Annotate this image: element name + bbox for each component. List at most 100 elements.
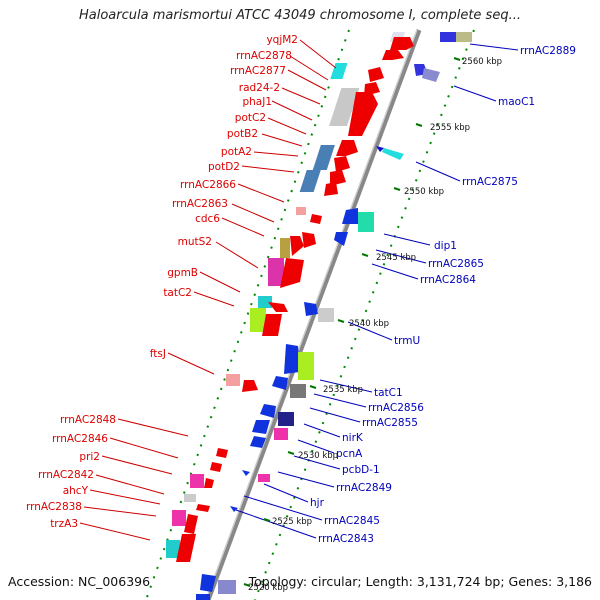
tick-labels: 2560 kbp 2555 kbp 2550 kbp 2545 kbp 2540… <box>248 57 502 593</box>
gene-label[interactable]: mutS2 <box>178 236 212 248</box>
gene-label[interactable]: rrnAC2856 <box>368 402 424 414</box>
gene-block <box>250 308 266 332</box>
gene-label[interactable]: potB2 <box>227 128 258 140</box>
gene-label[interactable]: cdc6 <box>195 213 220 225</box>
tick-label: 2555 kbp <box>430 123 470 133</box>
gene-label[interactable]: potD2 <box>208 161 240 173</box>
map-title: Haloarcula marismortui ATCC 43049 chromo… <box>79 8 521 23</box>
gene-label[interactable]: rrnAC2866 <box>180 179 236 191</box>
gene-block <box>166 540 180 558</box>
gene-block <box>278 412 294 426</box>
gene-arrow <box>336 140 358 156</box>
gene-arrow <box>334 156 350 172</box>
gene-arrow <box>210 462 222 472</box>
gene-block <box>190 474 204 488</box>
gene-arrow <box>382 148 404 160</box>
gene-arrow <box>348 92 378 136</box>
outer-left-track <box>145 29 350 600</box>
gene-label[interactable]: dip1 <box>434 240 457 252</box>
gene-label[interactable]: yqjM2 <box>266 34 298 46</box>
gene-arrow <box>184 514 198 534</box>
left-gene-labels: yqjM2 rrnAC2878 rrnAC2877 rad24-2 phaJ1 … <box>26 34 298 530</box>
gene-block <box>358 212 374 232</box>
tick-label: 2525 kbp <box>272 517 312 527</box>
tick-label: 2535 kbp <box>323 385 363 395</box>
topology-summary: Topology: circular; Length: 3,131,724 bp… <box>248 574 592 589</box>
gene-arrow <box>262 314 282 336</box>
gene-label[interactable]: rrnAC2889 <box>520 45 576 57</box>
gene-block <box>258 474 270 482</box>
gene-label[interactable]: trmU <box>394 335 420 347</box>
gene-label[interactable]: gpmB <box>167 267 198 279</box>
gene-label[interactable]: rrnAC2842 <box>38 469 94 481</box>
gene-label[interactable]: hjr <box>310 497 325 509</box>
gene-arrow <box>176 534 196 562</box>
forward-strand-genes <box>166 32 414 562</box>
gene-arrow <box>196 504 210 512</box>
gene-label[interactable]: phaJ1 <box>242 96 272 108</box>
gene-arrow <box>250 436 266 448</box>
gene-label[interactable]: rrnAC2864 <box>420 274 476 286</box>
gene-label[interactable]: rrnAC2845 <box>324 515 380 527</box>
gene-block <box>184 494 196 502</box>
gene-label[interactable]: rrnAC2855 <box>362 417 418 429</box>
gene-label[interactable]: ftsJ <box>150 348 166 360</box>
gene-arrow <box>230 506 238 512</box>
gene-block <box>299 170 321 192</box>
gene-arrow <box>334 232 348 246</box>
gene-arrow <box>290 236 304 256</box>
gene-label[interactable]: pcbD-1 <box>342 464 380 476</box>
gene-arrow <box>422 68 440 82</box>
gene-label[interactable]: trzA3 <box>50 518 78 530</box>
gene-label[interactable]: rrnAC2843 <box>318 533 374 545</box>
gene-label[interactable]: rrnAC2875 <box>462 176 518 188</box>
gene-label[interactable]: potA2 <box>221 146 252 158</box>
gene-label[interactable]: rrnAC2877 <box>230 65 286 77</box>
tick-label: 2560 kbp <box>462 57 502 67</box>
gene-block <box>290 384 306 398</box>
gene-label[interactable]: rrnAC2838 <box>26 501 82 513</box>
gene-arrow <box>342 208 358 224</box>
gene-label[interactable]: pcnA <box>336 448 363 460</box>
tick-label: 2550 kbp <box>404 187 444 197</box>
gene-label[interactable]: rrnAC2848 <box>60 414 116 426</box>
gene-label[interactable]: rrnAC2863 <box>172 198 228 210</box>
gene-arrow <box>304 302 318 316</box>
gene-label[interactable]: rrnAC2878 <box>236 50 292 62</box>
gene-label[interactable]: rad24-2 <box>239 82 280 94</box>
gene-block <box>280 238 290 258</box>
gene-label[interactable]: ahcY <box>63 485 89 497</box>
right-leader-lines <box>235 43 519 539</box>
tick-label: 2530 kbp <box>298 451 338 461</box>
gene-arrow <box>272 376 288 390</box>
gene-arrow <box>242 470 250 476</box>
tick-label: 2540 kbp <box>349 319 389 329</box>
gene-label[interactable]: potC2 <box>235 112 266 124</box>
gene-label[interactable]: rrnAC2846 <box>52 433 108 445</box>
gene-arrow <box>216 448 228 458</box>
gene-label[interactable]: maoC1 <box>498 96 535 108</box>
gene-label[interactable]: nirK <box>342 432 364 444</box>
gene-block <box>258 296 272 308</box>
gene-block <box>318 308 334 322</box>
left-leader-lines <box>79 39 337 541</box>
gene-label[interactable]: tatC1 <box>374 387 403 399</box>
gene-block <box>312 145 335 170</box>
gene-block <box>296 207 306 215</box>
gene-arrow <box>260 404 276 418</box>
gene-label[interactable]: pri2 <box>79 451 100 463</box>
gene-arrow <box>382 50 404 60</box>
gene-arrow <box>242 380 258 392</box>
gene-block <box>440 32 456 42</box>
gene-label[interactable]: tatC2 <box>163 287 192 299</box>
gene-arrow <box>368 67 384 82</box>
gene-label[interactable]: rrnAC2865 <box>428 258 484 270</box>
tick-label: 2520 kbp <box>248 583 288 593</box>
gene-arrow <box>310 214 322 224</box>
outer-right-track <box>254 29 475 600</box>
gene-block <box>196 594 210 600</box>
gene-label[interactable]: rrnAC2849 <box>336 482 392 494</box>
gene-arrow <box>330 170 346 186</box>
accession-text: Accession: NC_006396 <box>8 574 151 589</box>
